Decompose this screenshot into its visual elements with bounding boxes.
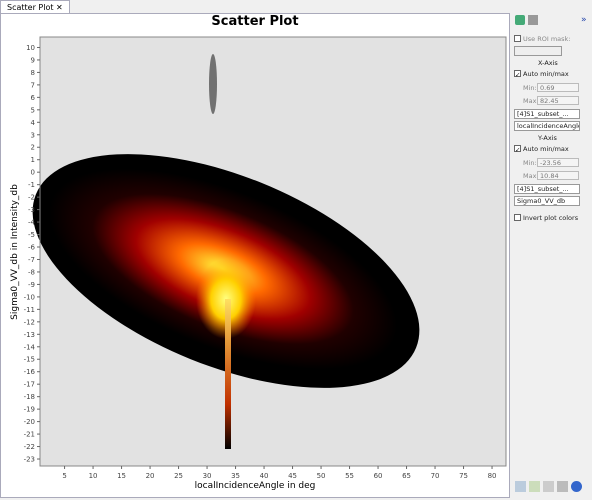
y-tick-label: -9 (28, 281, 35, 289)
edit-button[interactable] (529, 481, 540, 492)
refresh-button[interactable] (515, 15, 525, 25)
y-tick-label: 10 (26, 44, 35, 52)
tab-label: Scatter Plot (7, 3, 54, 12)
x-tick-label: 40 (260, 472, 269, 480)
auto-label: Auto min/max (523, 145, 569, 153)
product-select[interactable]: [4]S1_subset_... (514, 109, 580, 119)
x-tick-label: 75 (459, 472, 468, 480)
min-input[interactable]: 0.69 (537, 83, 579, 92)
roi-checkbox[interactable] (514, 35, 521, 42)
tab[interactable]: Scatter Plot ✕ (0, 0, 70, 14)
invert-checkbox[interactable] (514, 214, 521, 221)
x-tick-label: 50 (317, 472, 326, 480)
min-label: Min: (523, 84, 537, 92)
x-tick-label: 20 (146, 472, 155, 480)
x-tick-label: 70 (431, 472, 440, 480)
density-cloud (32, 54, 420, 449)
x-tick-label: 45 (288, 472, 297, 480)
y-axis-label: Sigma0_VV_db in Intensity_db (10, 184, 20, 320)
plot-border (39, 36, 507, 467)
x-tick-label: 80 (488, 472, 497, 480)
y-tick-label: -8 (28, 268, 35, 276)
y-tick-label: -12 (24, 318, 35, 326)
x-tick-label: 10 (89, 472, 98, 480)
y-tick-label: -17 (24, 381, 35, 389)
min-label: Min: (523, 159, 537, 167)
y-tick-label: -18 (24, 393, 35, 401)
chart-title: Scatter Plot (211, 14, 298, 29)
y-tick-label: -16 (24, 368, 36, 376)
x-tick-label: 35 (231, 472, 240, 480)
auto-label: Auto min/max (523, 70, 569, 78)
y-tick-label: -21 (24, 431, 35, 439)
section-header: Y-Axis (538, 134, 557, 142)
roi-select[interactable] (514, 46, 562, 56)
y-tick-label: -3 (28, 206, 35, 214)
x-tick-label: 65 (402, 472, 411, 480)
auto-checkbox[interactable]: ✓ (514, 70, 521, 79)
y-tick-label: -4 (28, 219, 36, 227)
stop-button[interactable] (528, 15, 538, 25)
y-tick-label: -11 (24, 306, 35, 314)
y-tick-label: 0 (31, 169, 35, 177)
y-tick-label: -5 (28, 231, 35, 239)
max-input[interactable]: 10.84 (537, 171, 579, 180)
x-tick-label: 25 (174, 472, 183, 480)
invert-label: Invert plot colors (523, 214, 579, 222)
chart: Scatter Plot localIncidenceAngle in deg … (10, 14, 507, 491)
y-tick-label: -23 (24, 456, 35, 464)
y-tick-label: 9 (31, 56, 35, 64)
x-tick-label: 60 (374, 472, 383, 480)
roi-label: Use ROI mask: (523, 35, 571, 43)
y-tick-label: -1 (28, 181, 35, 189)
y-tick-label: 4 (31, 119, 36, 127)
x-axis-label: localIncidenceAngle in deg (195, 481, 316, 491)
y-tick-label: 2 (31, 144, 35, 152)
y-tick-label: -13 (24, 331, 35, 339)
x-tick-label: 55 (345, 472, 354, 480)
x-tick-label: 15 (117, 472, 126, 480)
x-tick-label: 30 (203, 472, 212, 480)
max-label: Max: (523, 172, 539, 180)
y-tick-label: 3 (31, 131, 35, 139)
min-input[interactable]: -23.56 (537, 158, 579, 167)
side-panel: » Use ROI mask: X-Axis ✓ Auto min/max Mi… (511, 13, 591, 498)
print-button[interactable] (557, 481, 568, 492)
y-tick-label: -7 (28, 256, 35, 264)
y-tick-label: -14 (24, 343, 36, 351)
max-label: Max: (523, 97, 539, 105)
zoom-button[interactable] (515, 481, 526, 492)
toolbar (515, 481, 587, 493)
y-tick-label: -20 (24, 418, 35, 426)
auto-checkbox[interactable]: ✓ (514, 145, 521, 154)
y-tick-label: 6 (31, 94, 36, 102)
y-tick-label: -6 (28, 244, 36, 252)
product-select[interactable]: [4]S1_subset_... (514, 184, 580, 194)
plot-frame: Scatter Plot localIncidenceAngle in deg … (0, 13, 510, 498)
y-tick-label: -2 (28, 194, 35, 202)
y-tick-label: 8 (31, 69, 35, 77)
y-tick-label: -22 (24, 443, 35, 451)
y-tick-label: -19 (24, 406, 35, 414)
y-tick-label: -15 (24, 356, 35, 364)
y-tick-label: 1 (31, 156, 35, 164)
band-select[interactable]: localIncidenceAngle (514, 121, 580, 131)
export-button[interactable] (543, 481, 554, 492)
x-tick-label: 5 (62, 472, 66, 480)
collapse-button[interactable]: » (581, 15, 587, 25)
y-tick-label: 7 (31, 81, 35, 89)
help-button[interactable] (571, 481, 582, 492)
y-tick-label: -10 (24, 293, 35, 301)
band-select[interactable]: Sigma0_VV_db (514, 196, 580, 206)
max-input[interactable]: 82.45 (537, 96, 579, 105)
y-tick-label: 5 (31, 106, 35, 114)
section-header: X-Axis (538, 59, 558, 67)
